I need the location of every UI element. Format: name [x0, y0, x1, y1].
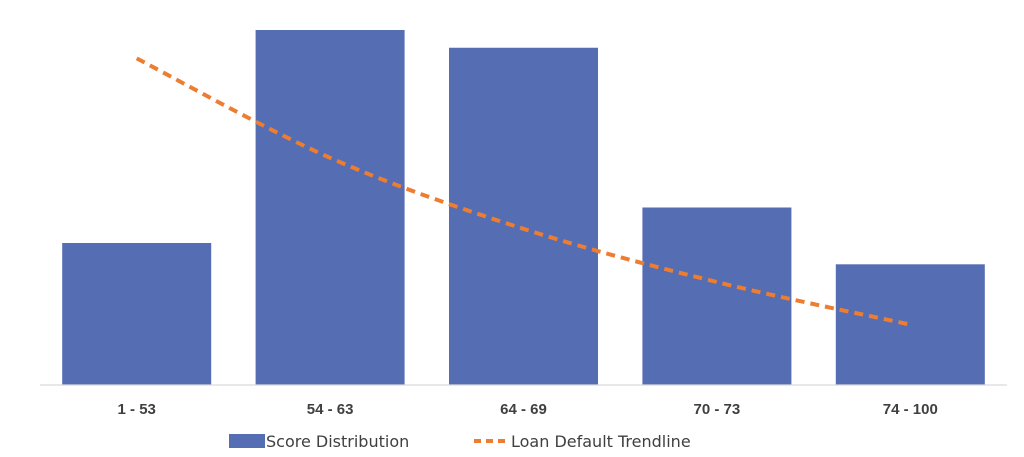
- x-tick-label: 54 - 63: [307, 401, 354, 418]
- x-tick-label: 1 - 53: [118, 401, 156, 418]
- bar-3: [449, 47, 598, 385]
- bar-1: [62, 243, 212, 385]
- legend-label-score-distribution: Score Distribution: [266, 432, 409, 451]
- legend-label-loan-default-trendline: Loan Default Trendline: [511, 432, 691, 451]
- bar-2: [255, 30, 405, 385]
- bar-4: [642, 207, 792, 385]
- x-tick-label: 74 - 100: [883, 401, 938, 418]
- loan-default-trendline: [135, 56, 911, 327]
- trend-layer: [135, 56, 911, 327]
- bar-5: [835, 264, 985, 385]
- bars-layer: [62, 30, 985, 385]
- x-tick-label: 70 - 73: [694, 401, 741, 418]
- legend-swatch-score-distribution: [229, 434, 265, 448]
- x-tick-label: 64 - 69: [500, 401, 547, 418]
- legend: Score Distribution Loan Default Trendlin…: [229, 432, 691, 451]
- x-tick-labels: 1 - 53 54 - 63 64 - 69 70 - 73 74 - 100: [118, 401, 938, 418]
